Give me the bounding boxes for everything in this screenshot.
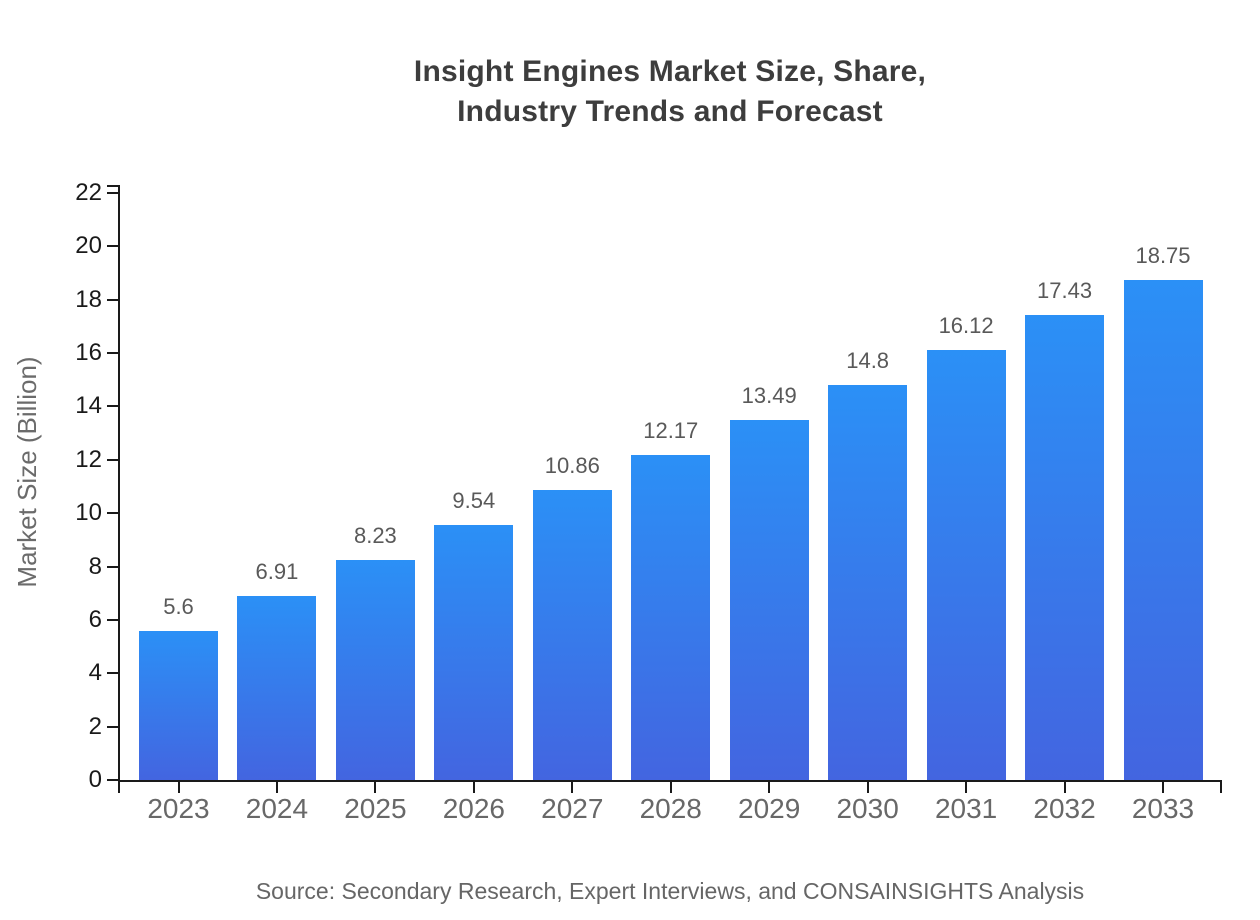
y-axis-tick-label: 2 <box>88 712 102 740</box>
y-axis-tick-label: 14 <box>75 392 102 420</box>
chart-title: Insight Engines Market Size, Share, Indu… <box>118 52 1222 132</box>
x-axis-category-label: 2029 <box>738 793 801 824</box>
bar-value-label: 8.23 <box>353 523 397 549</box>
bar-2031 <box>926 349 1006 780</box>
y-axis-tick-label: 6 <box>88 605 102 633</box>
bar-value-label: 16.12 <box>938 312 994 338</box>
source-note: Source: Secondary Research, Expert Inter… <box>255 878 1085 904</box>
y-axis-tick-label: 22 <box>75 179 102 206</box>
bar-2029 <box>729 420 809 780</box>
y-axis-top-cap <box>107 185 118 187</box>
bar-value-label: 14.8 <box>846 348 890 374</box>
x-axis-category-label: 2023 <box>147 793 210 824</box>
bar-2023 <box>139 630 218 780</box>
bar-value-label: 12.17 <box>643 418 699 444</box>
y-axis-tick <box>107 298 118 301</box>
y-axis-tick <box>107 672 118 675</box>
y-axis-tick <box>107 245 118 248</box>
y-axis-tick-label: 16 <box>75 339 102 367</box>
y-axis-tick-label: 10 <box>75 499 102 527</box>
bar-2030 <box>828 385 908 780</box>
y-axis-tick <box>107 565 118 568</box>
y-axis-tick-label: 4 <box>88 659 102 687</box>
bar-value-label: 13.49 <box>741 383 797 409</box>
x-axis-category-label: 2027 <box>541 793 604 824</box>
bar-value-label: 10.86 <box>544 453 600 479</box>
x-axis-tick <box>571 782 574 793</box>
y-axis-tick <box>107 405 118 408</box>
x-axis-tick <box>965 782 968 793</box>
y-axis-tick <box>107 458 118 461</box>
chart-title-line1: Insight Engines Market Size, Share, <box>413 55 927 88</box>
x-axis-category-label: 2024 <box>245 793 309 824</box>
y-axis-tick <box>107 725 118 728</box>
x-axis-category-label: 2026 <box>442 793 505 824</box>
x-axis-tick <box>1063 782 1066 793</box>
x-axis-tick <box>275 782 278 793</box>
y-axis-line <box>118 185 120 782</box>
y-axis-tick-label: 12 <box>75 445 102 473</box>
x-axis-tick <box>866 782 869 793</box>
x-axis-tick <box>768 782 771 793</box>
bar-value-label: 6.91 <box>255 558 299 584</box>
x-axis-origin-tick <box>118 782 120 793</box>
bar-2024 <box>237 595 317 780</box>
x-axis-tick <box>472 782 475 793</box>
bar-2026 <box>434 525 514 780</box>
x-axis-tick <box>374 782 377 793</box>
x-axis-category-label: 2033 <box>1131 793 1195 824</box>
x-axis-tick <box>1162 782 1164 793</box>
x-axis-category-label: 2032 <box>1033 793 1096 824</box>
chart-title-line2: Industry Trends and Forecast <box>457 95 883 128</box>
y-axis-tick <box>107 779 118 781</box>
x-axis-line <box>118 780 1222 782</box>
bar-value-label: 18.75 <box>1135 242 1191 268</box>
x-axis-tick <box>177 782 180 793</box>
y-axis-tick <box>107 512 118 515</box>
x-axis-category-label: 2028 <box>639 793 702 824</box>
x-axis-tick <box>669 782 672 793</box>
y-axis-tick-label: 8 <box>88 552 102 580</box>
y-axis-tick <box>107 192 118 194</box>
bar-2028 <box>631 455 711 780</box>
x-axis-right-cap <box>1220 782 1222 793</box>
y-axis-tick-label: 18 <box>75 285 102 313</box>
bar-2033 <box>1123 279 1203 780</box>
x-axis-category-label: 2031 <box>934 793 998 824</box>
bar-2027 <box>532 490 612 780</box>
bar-value-label: 5.6 <box>163 593 194 619</box>
bar-value-label: 17.43 <box>1037 277 1093 303</box>
y-axis-tick-label: 0 <box>88 766 102 793</box>
bar-value-label: 9.54 <box>452 488 496 514</box>
bar-2025 <box>335 560 415 780</box>
x-axis-category-label: 2025 <box>344 793 407 824</box>
x-axis-category-label: 2030 <box>836 793 899 824</box>
y-axis-tick <box>107 618 118 621</box>
y-axis-tick <box>107 352 118 355</box>
y-axis-tick-label: 20 <box>75 232 102 260</box>
bar-2032 <box>1025 314 1105 780</box>
